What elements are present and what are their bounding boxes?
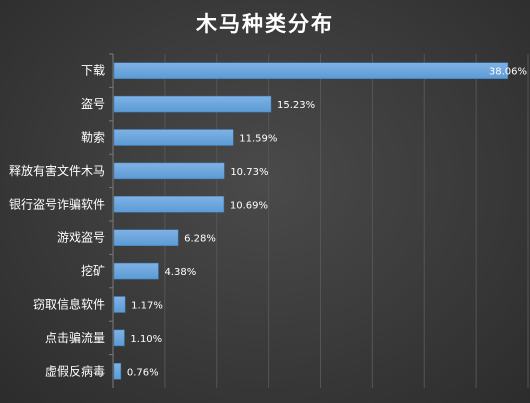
bar bbox=[113, 363, 122, 380]
category-label: 勒索 bbox=[81, 131, 105, 145]
category-label: 游戏盗号 bbox=[57, 230, 105, 245]
category-label: 窃取信息软件 bbox=[33, 297, 105, 312]
bar bbox=[113, 162, 225, 180]
bar bbox=[113, 62, 509, 79]
category-label: 点击骗流量 bbox=[45, 330, 105, 345]
data-label: 6.28% bbox=[184, 234, 216, 245]
data-label: 10.69% bbox=[230, 200, 268, 211]
category-label: 盗号 bbox=[81, 96, 105, 111]
data-label: 1.17% bbox=[131, 301, 163, 312]
data-label: 11.59% bbox=[239, 134, 277, 145]
category-label: 释放有害文件木马 bbox=[9, 163, 105, 178]
bar bbox=[113, 262, 159, 280]
bar bbox=[113, 196, 225, 213]
category-label: 银行盗号诈骗软件 bbox=[9, 196, 105, 211]
data-label: 4.38% bbox=[164, 267, 196, 278]
data-label: 15.23% bbox=[277, 100, 315, 111]
data-label: 10.73% bbox=[230, 167, 268, 178]
data-label: 38.06% bbox=[489, 67, 527, 78]
category-label: 虚假反病毒 bbox=[45, 363, 105, 378]
data-label: 1.10% bbox=[130, 334, 162, 345]
bar bbox=[113, 296, 126, 313]
category-label: 下载 bbox=[81, 64, 105, 78]
bar bbox=[113, 95, 272, 113]
bar bbox=[113, 229, 179, 246]
bar bbox=[113, 329, 125, 347]
bar bbox=[113, 129, 234, 146]
chart-title: 木马种类分布 bbox=[196, 12, 334, 36]
category-label: 挖矿 bbox=[81, 263, 105, 278]
data-label: 0.76% bbox=[127, 367, 159, 378]
